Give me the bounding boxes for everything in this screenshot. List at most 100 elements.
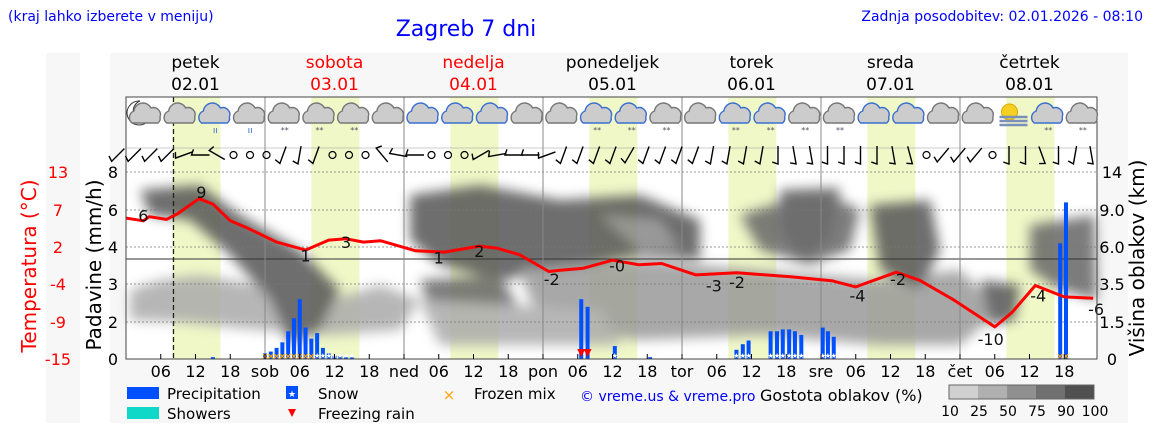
wind-barb-icon <box>108 148 125 163</box>
cloud-icon <box>926 102 960 124</box>
day-name: torek <box>730 53 774 73</box>
precip-bar <box>268 351 273 359</box>
snow-flakes-icon: ** <box>316 126 324 135</box>
cloud-scale-label: 10 <box>941 404 959 420</box>
snow-cloud-blue-icon: ** <box>753 102 786 135</box>
precip-bar <box>831 336 836 359</box>
wind-barb-icon <box>1019 146 1027 165</box>
frozen-mix-marker: × <box>1062 352 1070 362</box>
snow-marker: ★ <box>337 352 343 360</box>
credit-link[interactable]: © vreme.us & vreme.pro <box>580 389 755 405</box>
cloud-blue-icon <box>892 102 925 124</box>
cloud-icon <box>198 102 231 124</box>
wind-barb-icon <box>754 146 764 165</box>
x-tick-label: 06 <box>429 362 449 381</box>
wind-barb-icon <box>124 148 142 163</box>
cloud-icon <box>510 102 543 124</box>
temperature-label: 2 <box>474 242 484 261</box>
precip-tick: 0 <box>108 350 118 369</box>
precip-bar <box>792 331 797 359</box>
legend-freezing-rain: Freezing rain <box>318 405 415 423</box>
day-name: nedelja <box>442 53 504 73</box>
wind-barb-icon <box>1087 146 1094 165</box>
freezing-rain-marker <box>583 349 592 357</box>
legend-precipitation: Precipitation <box>167 385 261 403</box>
wind-barb-icon <box>772 146 779 165</box>
cloud-icon <box>579 102 613 124</box>
precip-tick: 8 <box>108 163 118 182</box>
cloud-density-swatch <box>1007 385 1036 399</box>
snow-cloud-icon: ** <box>788 102 821 135</box>
snow-marker: ★ <box>326 352 332 360</box>
frozen-mix-marker: × <box>308 352 316 362</box>
page-title: Zagreb 7 dni <box>396 17 537 42</box>
snow-cloud-icon: ** <box>649 102 682 135</box>
snow-cloud-blue-icon: ** <box>1030 102 1064 135</box>
snow-marker: ★ <box>767 352 773 360</box>
temperature-label: 6 <box>138 206 148 225</box>
wind-barb-icon <box>790 146 797 165</box>
precip-bar <box>286 331 291 359</box>
frozen-mix-marker: × <box>279 352 287 362</box>
precip-bar <box>309 338 314 359</box>
cloud-height-tick: 1.5 <box>1099 313 1124 332</box>
day-date: 06.01 <box>727 75 776 95</box>
wind-barb-icon <box>966 147 983 164</box>
legend-cloud-density: Gostota oblakov (%) <box>760 386 923 405</box>
snow-swatch-icon <box>286 386 298 399</box>
x-tick-label: sre <box>809 362 833 381</box>
x-tick-label: 12 <box>741 362 761 381</box>
x-tick-label: 06 <box>151 362 171 381</box>
snow-marker: ★ <box>820 352 826 360</box>
frozen-mix-marker: × <box>302 352 310 362</box>
temperature-label: -2 <box>890 270 906 289</box>
cloud-icon <box>961 102 994 124</box>
cloud-icon <box>545 102 578 124</box>
x-tick-label: 12 <box>185 362 205 381</box>
cloud-density-field <box>130 185 1097 345</box>
snow-marker: ★ <box>780 352 786 360</box>
wind-barb-icon <box>889 146 896 165</box>
wind-barb-icon <box>174 151 193 160</box>
snow-flakes-icon: ** <box>663 126 671 135</box>
x-tick-label: 06 <box>846 362 866 381</box>
cloud-icon <box>267 102 300 124</box>
wind-barb-icon <box>871 146 878 165</box>
temp-tick: 7 <box>53 201 63 220</box>
wind-barb-icon <box>588 146 601 165</box>
x-tick-label: 18 <box>220 362 240 381</box>
showers-swatch <box>127 407 159 419</box>
wind-barb-icon <box>190 149 210 156</box>
snow-flakes-icon: ** <box>801 126 809 135</box>
wind-barb-icon <box>487 150 507 158</box>
wind-barb-icon <box>208 146 226 161</box>
precip-bar <box>585 306 590 359</box>
calm-wind-icon <box>361 150 370 160</box>
precip-bar <box>1058 243 1063 359</box>
snow-cloud-blue-icon: ** <box>718 102 752 135</box>
wind-barb-icon <box>806 146 814 165</box>
x-tick-label: 12 <box>463 362 483 381</box>
calm-wind-icon <box>922 150 931 160</box>
cloud-height-tick: 9.0 <box>1099 201 1124 220</box>
snow-flakes-icon: ** <box>593 126 601 135</box>
snow-flakes-icon: ** <box>281 126 289 135</box>
precip-bar <box>612 346 617 359</box>
last-updated: Zadnja posodobitev: 02.01.2026 - 08:10 <box>861 9 1143 25</box>
precip-bar <box>820 327 825 359</box>
wind-barb-icon <box>854 146 862 165</box>
precip-bar <box>768 331 773 359</box>
cloud-icon <box>510 102 543 124</box>
precip-bar <box>210 357 215 359</box>
cloud-icon <box>545 102 578 124</box>
cloud-icon <box>961 102 994 124</box>
cloud-scale-label: 100 <box>1082 404 1109 420</box>
temperature-label: -6 <box>1088 300 1104 319</box>
location-hint: (kraj lahko izberete v meniju) <box>8 9 214 25</box>
precip-tick: 6 <box>108 201 118 220</box>
x-tick-label: 18 <box>498 362 518 381</box>
snow-marker: ★ <box>745 352 751 360</box>
snow-marker: ★ <box>343 352 349 360</box>
day-date: 04.01 <box>449 75 498 95</box>
